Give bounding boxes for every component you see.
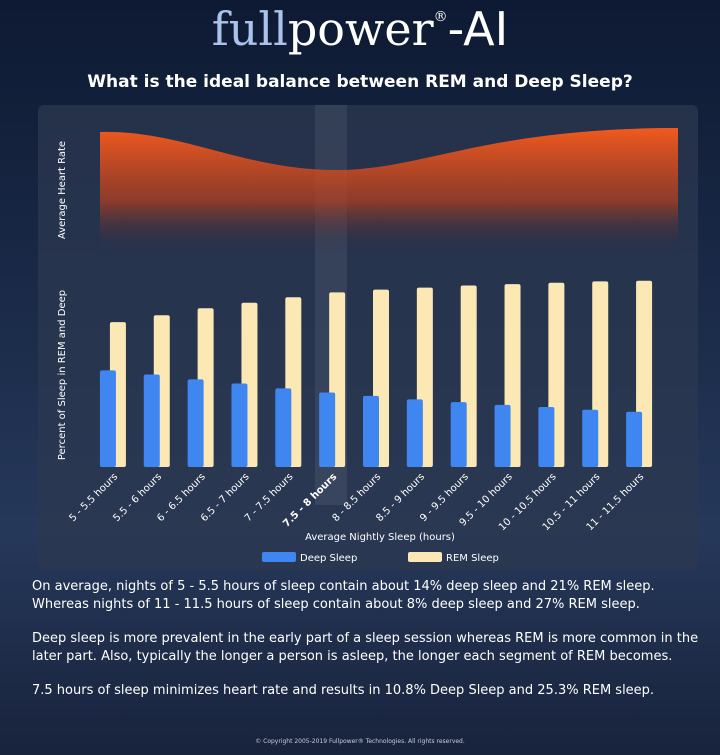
x-axis-title: Average Nightly Sleep (hours)	[305, 532, 455, 543]
bar	[319, 392, 336, 467]
bar	[626, 411, 643, 467]
legend-label: Deep Sleep	[300, 553, 357, 564]
logo-part: full	[211, 2, 288, 56]
legend-swatch	[262, 552, 296, 562]
bar	[450, 402, 467, 467]
note: 7.5 hours of sleep minimizes heart rate …	[32, 683, 655, 698]
notes: On average, nights of 5 - 5.5 hours of s…	[32, 578, 702, 716]
note: Deep sleep is more prevalent in the earl…	[32, 631, 699, 664]
bar	[187, 379, 204, 467]
note: On average, nights of 5 - 5.5 hours of s…	[32, 579, 655, 612]
logo-part: power	[287, 2, 434, 56]
footer: © Copyright 2005-2019 Fullpower® Technol…	[255, 738, 465, 745]
logo-part: -AI	[447, 2, 509, 56]
title: What is the ideal balance between REM an…	[87, 72, 633, 92]
logo: fullpower®-AI	[0, 2, 720, 56]
bar	[363, 395, 379, 467]
bar	[99, 370, 116, 467]
logo-part: ®	[433, 9, 448, 25]
bar	[275, 388, 292, 467]
bar	[582, 409, 599, 467]
y-axis-title: Percent of Sleep in REM and Deep	[57, 290, 68, 460]
legend-swatch	[408, 552, 442, 562]
bar	[143, 374, 160, 467]
y-axis-title: Average Heart Rate	[57, 141, 68, 239]
bar	[538, 406, 555, 467]
bar	[231, 383, 248, 467]
bar	[494, 404, 511, 467]
heart-rate-area	[100, 128, 678, 250]
legend-label: REM Sleep	[446, 553, 499, 564]
bar	[406, 399, 423, 467]
